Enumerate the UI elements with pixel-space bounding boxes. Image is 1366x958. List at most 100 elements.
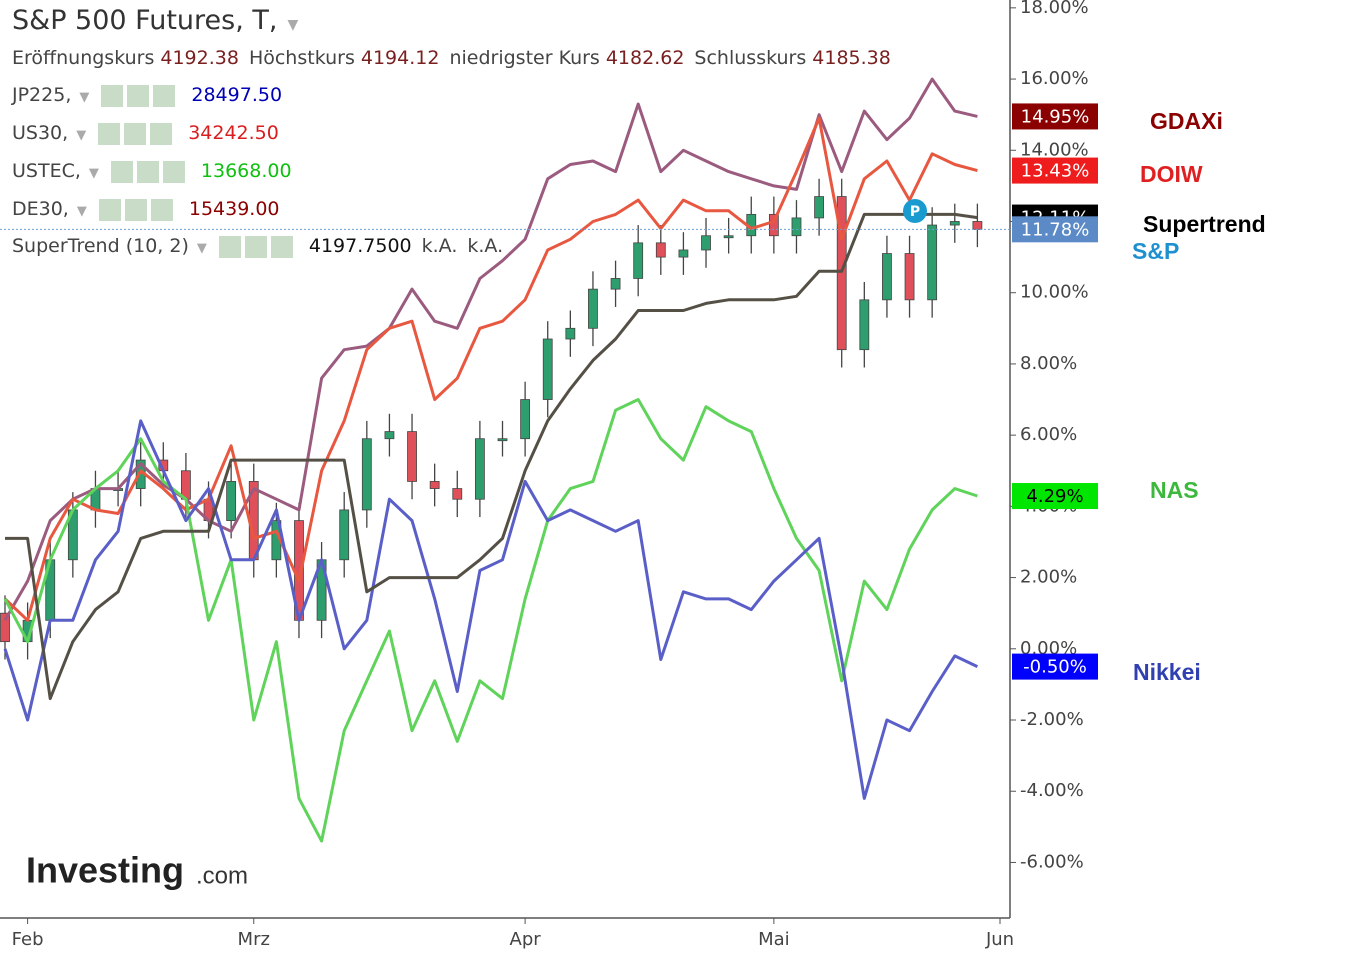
- candle-body: [0, 612, 10, 643]
- ohlc-value: 4194.12: [360, 47, 440, 69]
- candle-body: [836, 196, 847, 351]
- price-label: 13.43%: [1021, 161, 1090, 182]
- candle-body: [542, 338, 553, 400]
- icon: [153, 84, 176, 107]
- candle-body: [588, 288, 598, 329]
- ohlc-label: Höchstkurs: [248, 47, 355, 69]
- y-tick-label: 0.00%: [1020, 638, 1077, 659]
- x-tick-label: Jun: [985, 929, 1014, 950]
- icon-group: [98, 198, 177, 221]
- y-tick-label: 18.00%: [1020, 0, 1089, 18]
- supertrend-name: SuperTrend (10, 2): [12, 235, 189, 257]
- supertrend-extra: k.A.: [467, 235, 504, 257]
- indicator-name: USTEC,: [12, 160, 81, 182]
- candle-body: [565, 327, 576, 340]
- icon: [244, 235, 267, 258]
- candle-body: [701, 235, 711, 251]
- chart-title: S&P 500 Futures, T,: [12, 5, 278, 36]
- series-line: [3, 116, 978, 622]
- x-tick-label: Mrz: [238, 929, 270, 950]
- annotation: GDAXi: [1150, 108, 1223, 134]
- icon: [150, 122, 173, 145]
- supertrend-row: SuperTrend (10, 2) ▼ 4197.7500 k.A. k.A.: [12, 235, 513, 258]
- icon-group: [101, 84, 179, 107]
- x-tick-label: Apr: [510, 929, 542, 950]
- y-tick-label: 16.00%: [1020, 68, 1089, 89]
- price-label-box: [1012, 103, 1098, 130]
- y-tick-label: 10.00%: [1020, 282, 1089, 303]
- price-label: 4.29%: [1026, 486, 1083, 507]
- candle-body: [429, 481, 440, 489]
- y-tick-label: -2.00%: [1020, 709, 1084, 730]
- icon: [136, 160, 159, 183]
- ohlc-value: 4185.38: [812, 47, 891, 69]
- x-tick-label: Mai: [758, 929, 790, 950]
- icon[interactable]: [98, 198, 121, 221]
- ohlc-label: niedrigster Kurs: [449, 47, 600, 69]
- dropdown: ▼: [79, 90, 90, 105]
- indicator-name: DE30,: [12, 198, 69, 220]
- candle-body: [226, 481, 237, 522]
- dropdown: ▼: [76, 128, 87, 143]
- price-label: 14.95%: [1021, 106, 1090, 127]
- dropdown: ▼: [88, 166, 99, 181]
- price-label-box: [1012, 157, 1098, 184]
- candle-body: [972, 221, 983, 230]
- icon-group: [110, 160, 189, 183]
- candle-body: [814, 196, 824, 219]
- ohlc-value: 4192.38: [160, 47, 239, 69]
- ohlc-row: Eröffnungskurs 4192.38 Höchstkurs 4194.12 ni…: [12, 47, 901, 69]
- ohlc-label: Eröffnungskurs: [12, 47, 155, 69]
- indicator-name: JP225,: [12, 84, 72, 106]
- dropdown: ▼: [196, 241, 207, 256]
- indicator-name: US30,: [12, 122, 69, 144]
- candle-body: [655, 242, 666, 258]
- series-line: [5, 212, 978, 701]
- icon: [124, 122, 147, 145]
- y-tick-label: -4.00%: [1020, 780, 1084, 801]
- price-label-box: [1012, 483, 1098, 510]
- icon[interactable]: [110, 160, 133, 183]
- price-label: 11.78%: [1021, 219, 1090, 240]
- indicator-row: DE30, ▼ 15439.00: [12, 198, 280, 221]
- indicator-row: JP225, ▼ 28497.50: [12, 84, 282, 107]
- icon: [162, 160, 185, 183]
- annotation: Nikkei: [1133, 659, 1201, 685]
- candle-body: [859, 299, 870, 351]
- candle-body: [497, 438, 508, 442]
- icon[interactable]: [218, 235, 241, 258]
- series-line: [3, 398, 978, 843]
- logo-main: Investing: [26, 850, 184, 891]
- price-label: -0.50%: [1023, 657, 1087, 678]
- icon-group: [98, 122, 176, 145]
- title-row: S&P 500 Futures, T, ▼: [12, 5, 298, 36]
- candle-body: [723, 235, 734, 239]
- annotation: NAS: [1150, 477, 1199, 503]
- price-label-box: [1012, 653, 1098, 680]
- candle-body: [361, 438, 372, 511]
- icon[interactable]: [101, 84, 124, 107]
- y-tick-label: 14.00%: [1020, 139, 1089, 160]
- y-tick-label: -6.00%: [1020, 851, 1084, 872]
- logo-suffix: .com: [196, 862, 248, 889]
- icon[interactable]: [98, 122, 121, 145]
- indicator-row: USTEC, ▼ 13668.00: [12, 160, 292, 183]
- annotation: Supertrend: [1143, 211, 1266, 237]
- icon-group: [218, 235, 297, 258]
- ohlc-value: 4182.62: [605, 47, 685, 69]
- indicator-value: 15439.00: [188, 198, 280, 220]
- candle-body: [610, 278, 621, 290]
- candle-body: [678, 249, 689, 258]
- ohlc-label: Schlusskurs: [694, 47, 807, 69]
- annotation: DOIW: [1140, 161, 1203, 187]
- supertrend-value: 4197.7500: [308, 235, 412, 257]
- candle-body: [768, 213, 779, 237]
- icon: [124, 198, 147, 221]
- icon: [270, 235, 293, 258]
- dropdown: ▼: [287, 17, 299, 33]
- icon: [150, 198, 173, 221]
- marker-p-text: P: [910, 204, 920, 220]
- candle-body: [927, 224, 938, 301]
